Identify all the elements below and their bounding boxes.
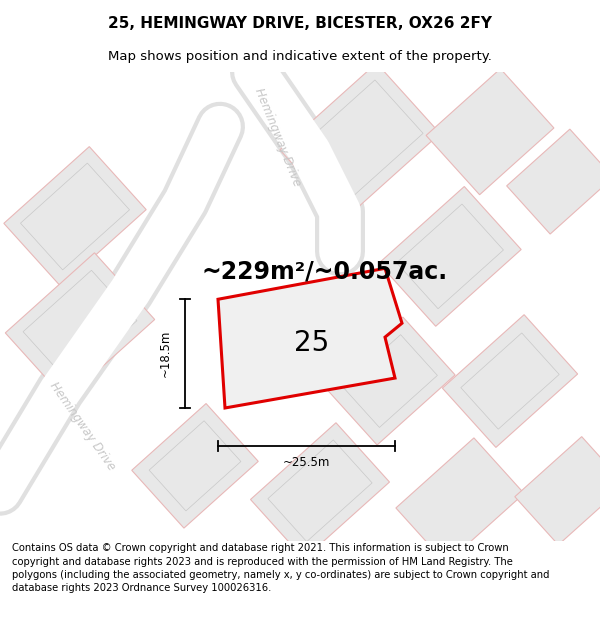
- Text: ~25.5m: ~25.5m: [283, 456, 330, 469]
- Polygon shape: [343, 334, 437, 428]
- Polygon shape: [149, 421, 241, 511]
- Polygon shape: [5, 253, 155, 399]
- Polygon shape: [442, 315, 578, 448]
- Text: 25: 25: [295, 329, 329, 357]
- Polygon shape: [325, 317, 455, 445]
- Polygon shape: [280, 63, 440, 220]
- Polygon shape: [379, 186, 521, 326]
- Polygon shape: [23, 270, 137, 382]
- Text: ~18.5m: ~18.5m: [158, 330, 172, 378]
- Polygon shape: [268, 440, 372, 542]
- Polygon shape: [506, 129, 600, 234]
- Polygon shape: [218, 268, 402, 408]
- Polygon shape: [397, 204, 503, 309]
- Polygon shape: [251, 422, 389, 559]
- Polygon shape: [20, 163, 130, 270]
- Text: ~229m²/~0.057ac.: ~229m²/~0.057ac.: [202, 259, 448, 283]
- Polygon shape: [461, 333, 559, 429]
- Polygon shape: [396, 438, 524, 564]
- Polygon shape: [4, 147, 146, 286]
- Polygon shape: [132, 404, 258, 528]
- Text: Hemingway Drive: Hemingway Drive: [47, 379, 118, 472]
- Polygon shape: [515, 437, 600, 545]
- Text: Contains OS data © Crown copyright and database right 2021. This information is : Contains OS data © Crown copyright and d…: [12, 544, 550, 593]
- Text: Hemingway Drive: Hemingway Drive: [253, 86, 304, 188]
- Polygon shape: [297, 80, 423, 203]
- Polygon shape: [426, 69, 554, 195]
- Text: 25, HEMINGWAY DRIVE, BICESTER, OX26 2FY: 25, HEMINGWAY DRIVE, BICESTER, OX26 2FY: [108, 16, 492, 31]
- Text: Map shows position and indicative extent of the property.: Map shows position and indicative extent…: [108, 49, 492, 62]
